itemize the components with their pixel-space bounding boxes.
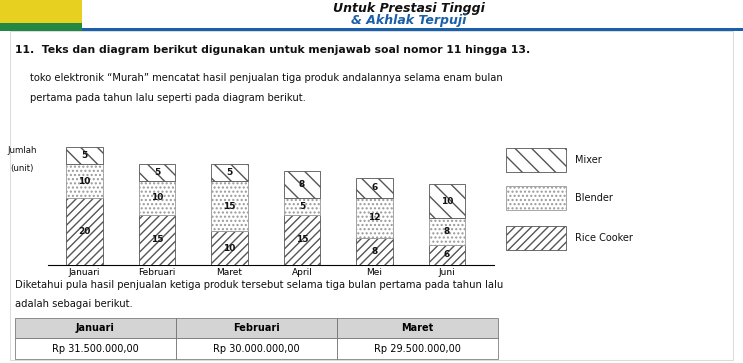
FancyBboxPatch shape: [506, 148, 566, 172]
Text: 5: 5: [299, 202, 305, 211]
Text: Diketahui pula hasil penjualan ketiga produk tersebut selama tiga bulan pertama : Diketahui pula hasil penjualan ketiga pr…: [15, 280, 503, 290]
Bar: [284, 198, 320, 215]
Bar: [212, 232, 247, 265]
Text: Untuk Prestasi Tinggi: Untuk Prestasi Tinggi: [333, 2, 484, 15]
Bar: [429, 184, 465, 218]
Text: 10: 10: [78, 176, 91, 185]
Text: 12: 12: [369, 213, 380, 223]
Bar: [284, 171, 320, 198]
Text: 5: 5: [227, 168, 233, 177]
Bar: [139, 181, 175, 215]
Text: 15: 15: [151, 235, 163, 244]
Bar: [429, 218, 465, 245]
Bar: [82, 28, 743, 31]
Text: 6: 6: [444, 250, 450, 260]
Bar: [0, 23, 82, 31]
Bar: [357, 178, 392, 198]
Bar: [357, 198, 392, 238]
Text: (unit): (unit): [10, 164, 34, 173]
Bar: [429, 245, 465, 265]
Text: 11.  Teks dan diagram berikut digunakan untuk menjawab soal nomor 11 hingga 13.: 11. Teks dan diagram berikut digunakan u…: [15, 45, 530, 56]
Bar: [212, 181, 247, 232]
Bar: [212, 164, 247, 181]
Text: Mixer: Mixer: [575, 155, 602, 165]
Text: 5: 5: [154, 168, 160, 177]
Text: Jumlah: Jumlah: [7, 146, 37, 155]
Text: Rice Cooker: Rice Cooker: [575, 233, 632, 243]
Text: 10: 10: [441, 197, 453, 206]
Text: 8: 8: [444, 227, 450, 236]
Text: 5: 5: [82, 151, 88, 160]
Text: toko elektronik “Murah” mencatat hasil penjualan tiga produk andalannya selama e: toko elektronik “Murah” mencatat hasil p…: [30, 73, 502, 83]
FancyBboxPatch shape: [506, 226, 566, 250]
Bar: [357, 238, 392, 265]
Bar: [66, 147, 103, 164]
Text: 20: 20: [78, 227, 91, 236]
Bar: [0, 0, 82, 31]
Text: pertama pada tahun lalu seperti pada diagram berikut.: pertama pada tahun lalu seperti pada dia…: [30, 93, 305, 103]
FancyBboxPatch shape: [506, 186, 566, 210]
Text: 15: 15: [296, 235, 308, 244]
Text: adalah sebagai berikut.: adalah sebagai berikut.: [15, 299, 132, 310]
Bar: [139, 215, 175, 265]
Text: 10: 10: [151, 193, 163, 202]
Text: Blender: Blender: [575, 193, 613, 203]
Bar: [66, 198, 103, 265]
Text: 10: 10: [224, 244, 236, 253]
Text: 6: 6: [372, 183, 377, 192]
Text: 8: 8: [299, 180, 305, 189]
Text: & Akhlak Terpuji: & Akhlak Terpuji: [351, 15, 467, 28]
Text: 8: 8: [372, 247, 377, 256]
Bar: [66, 164, 103, 198]
Text: 15: 15: [223, 202, 236, 211]
Bar: [139, 164, 175, 181]
Bar: [284, 215, 320, 265]
